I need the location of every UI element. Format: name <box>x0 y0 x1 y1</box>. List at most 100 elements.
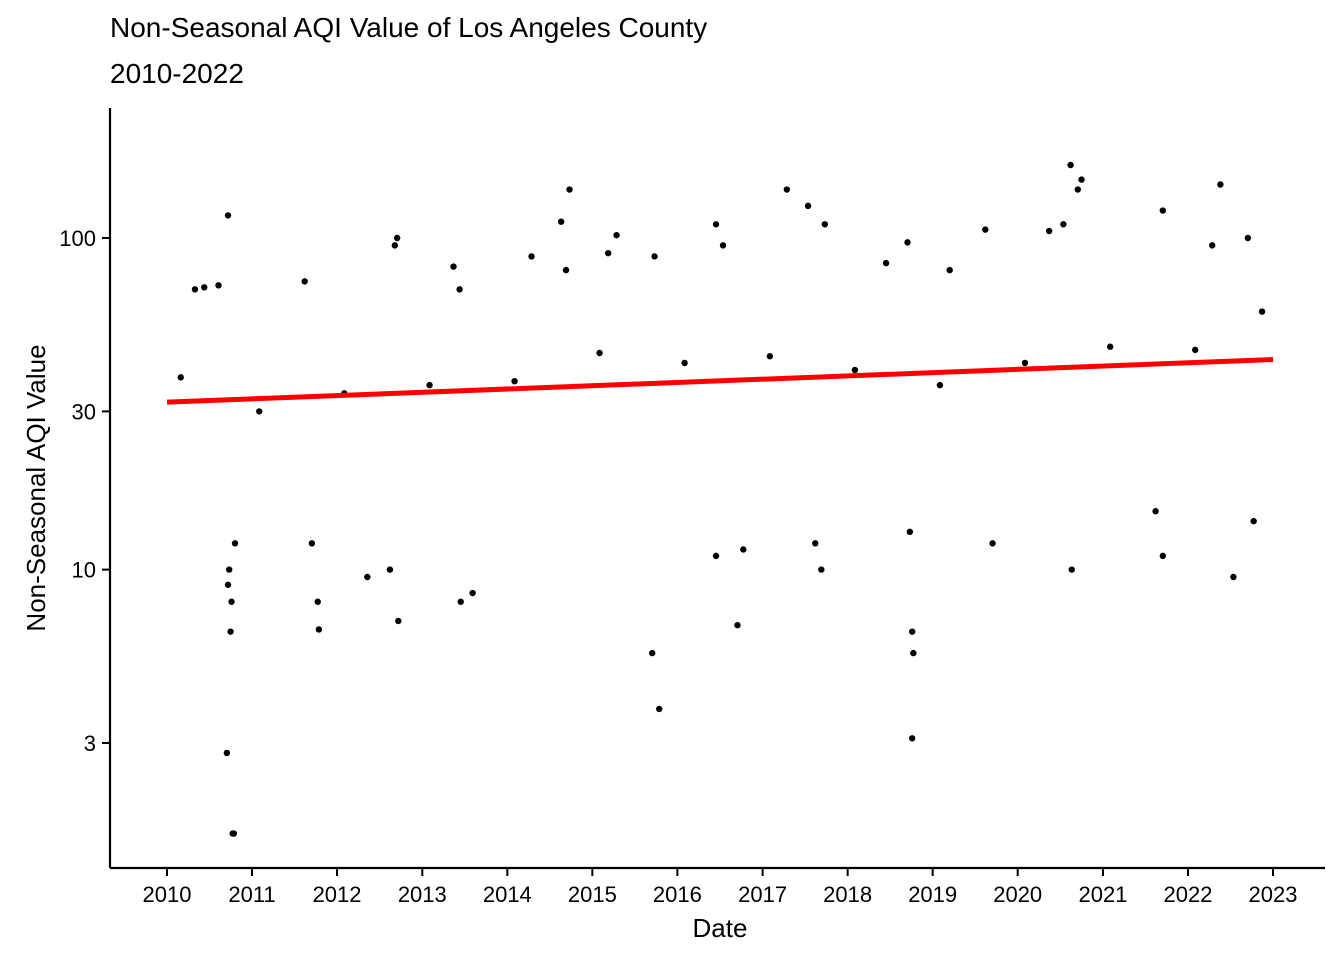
chart-title: Non-Seasonal AQI Value of Los Angeles Co… <box>110 12 708 43</box>
data-point <box>596 349 603 357</box>
data-point <box>982 226 989 233</box>
data-point <box>1258 308 1266 315</box>
data-point <box>989 540 996 547</box>
data-point <box>228 598 235 605</box>
data-points <box>177 161 1266 837</box>
data-point <box>1152 508 1159 515</box>
data-point <box>1209 242 1216 249</box>
data-point <box>511 377 518 385</box>
data-point <box>783 186 791 193</box>
data-point <box>315 626 323 633</box>
data-point <box>904 239 911 246</box>
data-point <box>177 374 184 381</box>
y-axis-title: Non-Seasonal AQI Value <box>21 344 51 631</box>
x-tick-label: 2018 <box>823 882 872 907</box>
data-point <box>1244 234 1252 242</box>
data-point <box>301 278 308 285</box>
x-tick-label: 2010 <box>143 882 192 907</box>
data-point <box>766 353 774 360</box>
data-point <box>201 284 208 291</box>
data-point <box>386 566 394 573</box>
data-point <box>393 234 401 242</box>
data-point <box>613 231 620 239</box>
data-point <box>314 598 321 605</box>
data-point <box>231 540 239 547</box>
x-tick-label: 2012 <box>313 882 362 907</box>
x-tick-label: 2013 <box>398 882 447 907</box>
data-point <box>225 566 233 573</box>
data-point <box>910 649 917 657</box>
x-tick-label: 2015 <box>568 882 617 907</box>
data-point <box>1021 359 1029 367</box>
x-tick-label: 2011 <box>228 882 275 907</box>
data-point <box>364 573 371 581</box>
x-tick-label: 2016 <box>653 882 702 907</box>
y-axis-ticks: 3 10 30 100 <box>59 226 110 756</box>
x-tick-label: 2017 <box>738 882 787 907</box>
data-point <box>906 528 914 536</box>
data-point <box>908 628 916 635</box>
data-point <box>1159 207 1167 214</box>
data-point <box>191 286 199 293</box>
data-point <box>882 259 890 267</box>
chart-subtitle: 2010-2022 <box>110 58 244 89</box>
data-point <box>1067 161 1074 169</box>
data-point <box>562 266 570 274</box>
data-point <box>224 581 232 588</box>
data-point <box>812 540 819 547</box>
data-point <box>256 408 263 415</box>
data-point <box>1250 517 1257 525</box>
trend-line <box>166 357 1274 405</box>
data-point <box>1045 227 1053 235</box>
data-point <box>712 552 720 560</box>
data-point <box>1078 176 1085 183</box>
y-tick-label: 30 <box>72 399 96 424</box>
data-point <box>223 749 231 757</box>
data-point <box>215 282 222 289</box>
data-point <box>740 546 747 553</box>
data-point <box>457 598 464 605</box>
data-point <box>230 830 238 837</box>
data-point <box>1159 552 1167 560</box>
data-point <box>395 617 402 625</box>
data-point <box>227 628 234 635</box>
data-point <box>734 621 741 629</box>
data-point <box>456 286 463 293</box>
data-point <box>851 366 859 374</box>
y-tick-label: 100 <box>59 226 96 251</box>
x-tick-label: 2014 <box>483 882 532 907</box>
data-point <box>804 202 812 210</box>
data-point <box>308 540 316 547</box>
data-point <box>1230 573 1237 581</box>
data-point <box>821 221 829 228</box>
y-tick-label: 3 <box>84 731 96 756</box>
data-point <box>936 381 944 389</box>
data-point <box>1106 343 1114 350</box>
x-axis-title: Date <box>693 913 748 943</box>
data-point <box>1060 221 1067 228</box>
data-point <box>1217 181 1224 188</box>
data-point <box>656 705 663 713</box>
data-point <box>946 266 953 274</box>
data-point <box>908 735 916 742</box>
x-tick-label: 2021 <box>1078 882 1127 907</box>
data-point <box>224 212 232 219</box>
x-tick-label: 2019 <box>908 882 957 907</box>
data-point <box>469 589 476 597</box>
data-point <box>681 359 688 367</box>
data-point <box>391 242 399 249</box>
y-tick-label: 10 <box>72 558 96 583</box>
data-point <box>450 263 457 270</box>
data-point <box>1191 346 1199 354</box>
x-tick-label: 2023 <box>1249 882 1298 907</box>
data-point <box>557 218 565 225</box>
data-point <box>1068 566 1075 573</box>
x-tick-label: 2020 <box>993 882 1042 907</box>
data-point <box>651 253 658 260</box>
data-point <box>818 566 825 573</box>
data-point <box>604 249 612 257</box>
data-point <box>719 242 727 249</box>
x-axis-ticks: 2010 2011 2012 2013 2014 2015 2016 2017 2018 2019… <box>143 868 1298 907</box>
data-point <box>566 186 573 193</box>
